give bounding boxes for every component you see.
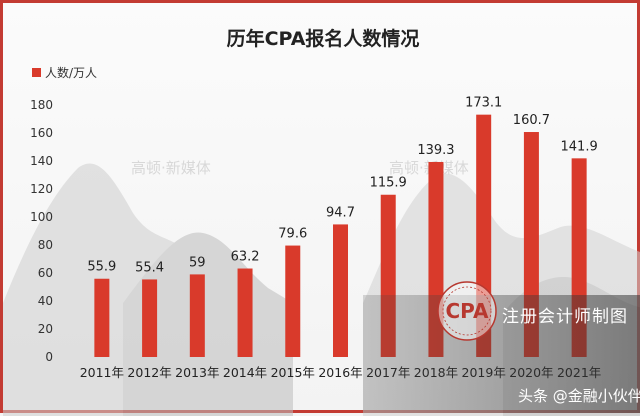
data-label: 79.6 bbox=[278, 227, 307, 242]
caption-text: 注册会计师制图 bbox=[502, 307, 628, 327]
data-label: 55.4 bbox=[135, 260, 164, 275]
data-label: 94.7 bbox=[326, 205, 355, 220]
x-tick-label: 2014年 bbox=[223, 365, 267, 380]
bar bbox=[285, 245, 301, 357]
data-label: 160.7 bbox=[513, 113, 550, 128]
y-tick-label: 160 bbox=[30, 126, 53, 140]
y-axis: 0 20 40 60 80 100 120 140 160 180 bbox=[30, 98, 53, 364]
x-tick-label: 2016年 bbox=[318, 365, 362, 380]
legend-label: 人数/万人 bbox=[45, 65, 97, 80]
legend-swatch bbox=[32, 68, 41, 77]
y-tick-label: 100 bbox=[30, 210, 53, 224]
watermark: 高顿·新媒体 高顿·新媒体 bbox=[131, 159, 469, 177]
bar bbox=[237, 268, 253, 357]
legend: 人数/万人 bbox=[32, 65, 97, 80]
data-label: 59 bbox=[189, 255, 206, 270]
bar bbox=[189, 274, 205, 357]
y-tick-label: 140 bbox=[30, 154, 53, 168]
x-tick-label: 2012年 bbox=[127, 365, 171, 380]
data-label: 139.3 bbox=[417, 143, 454, 158]
bar-chart: 高顿·新媒体 高顿·新媒体 历年CPA报名人数情况 人数/万人 0 20 40 60 8… bbox=[3, 27, 640, 416]
y-tick-label: 20 bbox=[38, 322, 53, 336]
data-label: 55.9 bbox=[87, 260, 116, 275]
data-label: 115.9 bbox=[370, 176, 407, 191]
bar bbox=[142, 279, 158, 357]
x-tick-label: 2011年 bbox=[80, 365, 124, 380]
x-tick-label: 2015年 bbox=[271, 365, 315, 380]
y-tick-label: 60 bbox=[38, 266, 53, 280]
data-label: 63.2 bbox=[231, 250, 260, 265]
credit-text: 头条 @金融小伙伴 bbox=[518, 387, 640, 405]
bar bbox=[94, 278, 110, 357]
y-tick-label: 40 bbox=[38, 294, 53, 308]
y-tick-label: 80 bbox=[38, 238, 53, 252]
data-label: 173.1 bbox=[465, 96, 502, 111]
seal-text: CPA bbox=[446, 299, 490, 323]
bar bbox=[333, 224, 348, 357]
value-labels: 55.9 55.4 59 63.2 79.6 94.7 115.9 139.3 173.1 160… bbox=[87, 96, 597, 276]
watermark-text: 高顿·新媒体 bbox=[131, 159, 211, 177]
y-tick-label: 120 bbox=[30, 182, 53, 196]
y-tick-label: 0 bbox=[45, 350, 53, 364]
x-tick-label: 2013年 bbox=[175, 365, 219, 380]
y-tick-label: 180 bbox=[30, 98, 53, 112]
cpa-seal: CPA bbox=[437, 281, 497, 341]
data-label: 141.9 bbox=[561, 139, 598, 154]
caption-band bbox=[363, 295, 640, 413]
chart-title: 历年CPA报名人数情况 bbox=[227, 27, 420, 50]
